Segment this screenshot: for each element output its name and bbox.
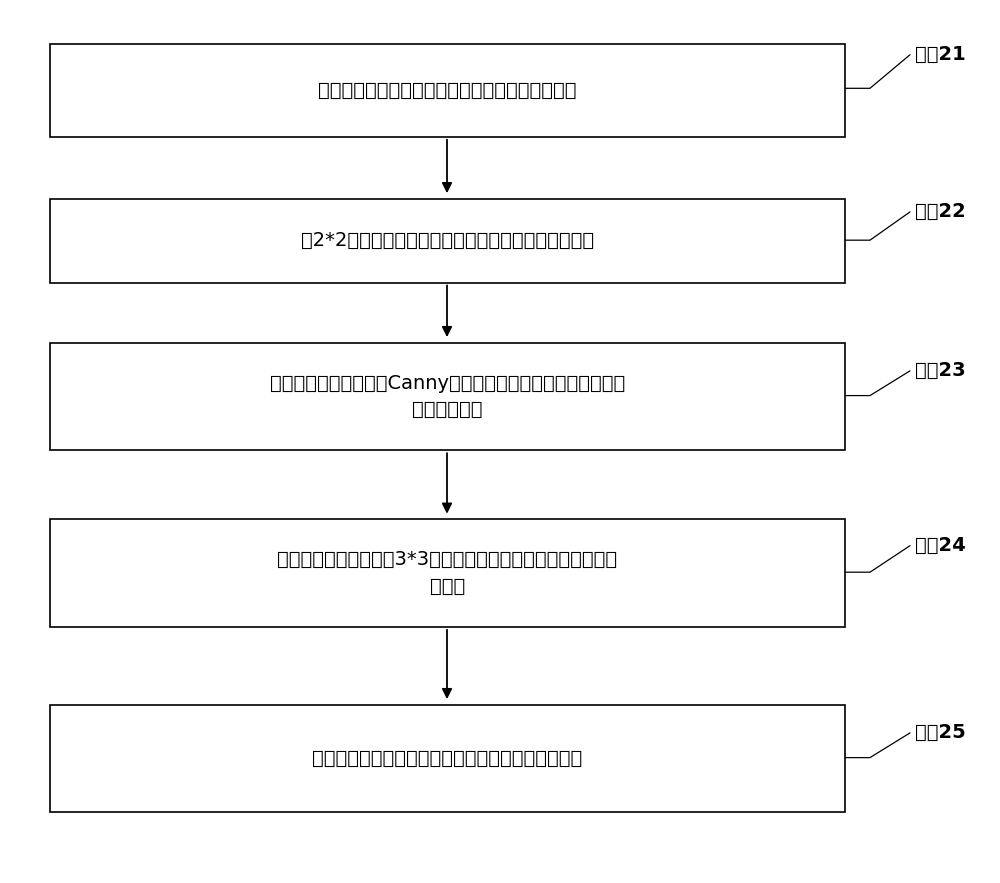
- FancyBboxPatch shape: [50, 199, 845, 283]
- FancyBboxPatch shape: [50, 705, 845, 812]
- Text: 步骤25: 步骤25: [915, 723, 966, 743]
- Text: 步骤23: 步骤23: [915, 361, 966, 381]
- FancyBboxPatch shape: [50, 519, 845, 627]
- Text: 用2*2的滑动窗口进行阈值化，获取阈值化原始图像；: 用2*2的滑动窗口进行阈值化，获取阈值化原始图像；: [301, 231, 594, 250]
- Text: 对阈值化原始图像利用3*3模板进行图像腐蚀，获取腐蚀阈值化
图像，: 对阈值化原始图像利用3*3模板进行图像腐蚀，获取腐蚀阈值化 图像，: [277, 550, 618, 596]
- FancyBboxPatch shape: [50, 343, 845, 450]
- Text: 步骤24: 步骤24: [915, 536, 966, 555]
- Text: 对阈值化原始图像采用Canny算子的图像进行轮廓提取，保留刻
度区域轮廓；: 对阈值化原始图像采用Canny算子的图像进行轮廓提取，保留刻 度区域轮廓；: [270, 374, 625, 419]
- FancyBboxPatch shape: [50, 44, 845, 137]
- Text: 在腐蚀阈值化图像中查找连通域，获取二值化图像。: 在腐蚀阈值化图像中查找连通域，获取二值化图像。: [312, 749, 583, 768]
- Text: 在原始图像上标识出多个矩形框作为感兴趣区域；: 在原始图像上标识出多个矩形框作为感兴趣区域；: [318, 81, 577, 100]
- Text: 步骤21: 步骤21: [915, 45, 966, 64]
- Text: 步骤22: 步骤22: [915, 202, 966, 222]
